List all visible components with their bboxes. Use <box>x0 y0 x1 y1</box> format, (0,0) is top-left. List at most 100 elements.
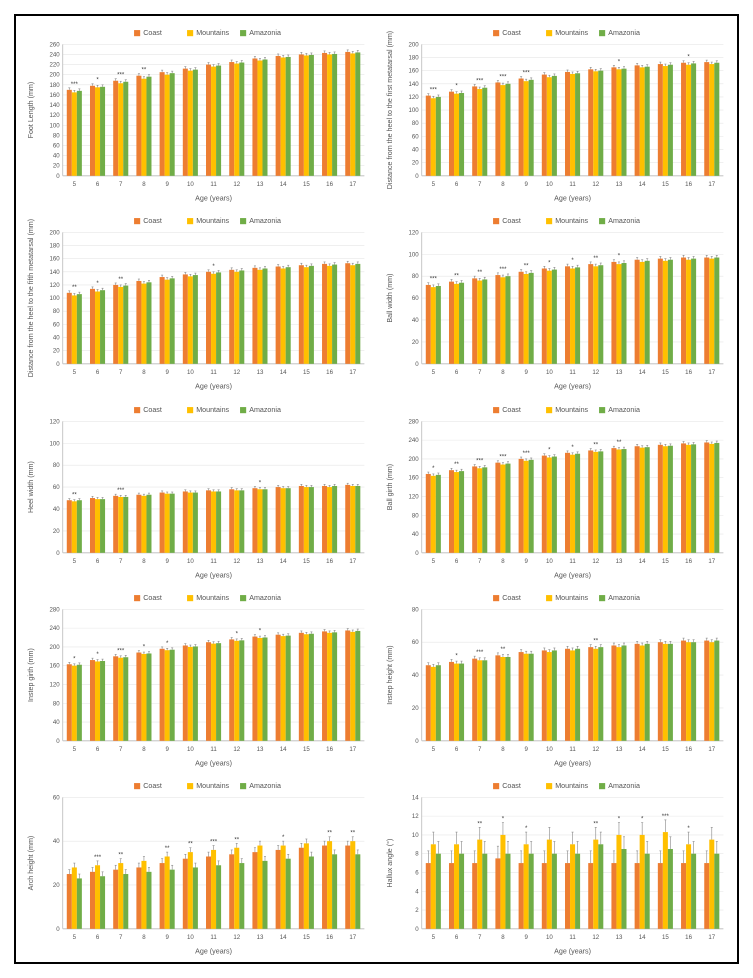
svg-text:*: * <box>548 446 551 453</box>
svg-text:180: 180 <box>49 82 60 89</box>
svg-text:Coast: Coast <box>143 29 162 37</box>
svg-text:15: 15 <box>661 558 668 565</box>
svg-text:4: 4 <box>415 889 419 896</box>
svg-text:Coast: Coast <box>502 218 521 226</box>
svg-text:40: 40 <box>411 317 418 324</box>
svg-text:Age (years): Age (years) <box>195 571 232 579</box>
svg-text:20: 20 <box>411 160 418 167</box>
svg-text:140: 140 <box>49 269 60 276</box>
svg-text:120: 120 <box>408 493 419 500</box>
svg-text:Instep girth (mm): Instep girth (mm) <box>27 648 35 702</box>
svg-text:40: 40 <box>411 147 418 154</box>
svg-text:12: 12 <box>233 558 240 565</box>
svg-text:**: ** <box>165 845 170 852</box>
svg-text:***: *** <box>499 453 507 460</box>
svg-text:120: 120 <box>408 230 419 237</box>
svg-text:14: 14 <box>280 746 287 753</box>
svg-text:5: 5 <box>431 369 435 376</box>
svg-text:160: 160 <box>49 663 60 670</box>
svg-text:6: 6 <box>96 558 100 565</box>
svg-text:Mountains: Mountains <box>196 783 229 791</box>
svg-text:Mountains: Mountains <box>555 406 588 414</box>
svg-text:16: 16 <box>685 746 692 753</box>
svg-text:6: 6 <box>96 934 100 941</box>
svg-text:***: *** <box>476 649 484 656</box>
svg-text:5: 5 <box>431 181 435 188</box>
svg-text:7: 7 <box>119 746 123 753</box>
svg-text:*: * <box>212 263 215 270</box>
svg-text:Age (years): Age (years) <box>195 383 232 391</box>
svg-text:10: 10 <box>187 369 194 376</box>
svg-text:***: *** <box>117 487 125 494</box>
svg-text:11: 11 <box>569 746 576 753</box>
svg-text:14: 14 <box>280 369 287 376</box>
svg-text:40: 40 <box>53 719 60 726</box>
svg-text:6: 6 <box>96 369 100 376</box>
svg-text:14: 14 <box>638 934 645 941</box>
svg-text:200: 200 <box>49 644 60 651</box>
svg-text:17: 17 <box>708 181 715 188</box>
svg-text:280: 280 <box>49 606 60 613</box>
chart-grid-frame: 0204060801001201401601802002202402605***… <box>14 14 739 964</box>
svg-text:*: * <box>571 257 574 264</box>
svg-text:Coast: Coast <box>502 406 521 414</box>
svg-text:100: 100 <box>49 295 60 302</box>
svg-text:12: 12 <box>592 369 599 376</box>
svg-text:5: 5 <box>431 746 435 753</box>
svg-text:*: * <box>617 253 620 260</box>
svg-text:*: * <box>687 825 690 832</box>
chart-ball-width: 0204060801001205***6**7**8***9**10*11*12… <box>383 214 730 392</box>
svg-text:15: 15 <box>661 934 668 941</box>
svg-text:13: 13 <box>257 746 264 753</box>
svg-text:*: * <box>282 835 285 842</box>
svg-text:15: 15 <box>661 746 668 753</box>
svg-text:12: 12 <box>592 934 599 941</box>
svg-text:*: * <box>571 444 574 451</box>
svg-text:10: 10 <box>545 369 552 376</box>
svg-text:9: 9 <box>165 746 169 753</box>
svg-text:40: 40 <box>411 531 418 538</box>
svg-text:200: 200 <box>408 456 419 463</box>
svg-text:**: ** <box>593 441 598 448</box>
svg-text:Amazonia: Amazonia <box>608 218 640 226</box>
svg-text:Amazonia: Amazonia <box>608 783 640 791</box>
svg-text:8: 8 <box>501 181 505 188</box>
svg-text:***: *** <box>117 72 125 79</box>
svg-text:240: 240 <box>408 437 419 444</box>
svg-text:9: 9 <box>165 934 169 941</box>
svg-text:17: 17 <box>349 746 356 753</box>
svg-text:20: 20 <box>53 163 60 170</box>
svg-text:100: 100 <box>408 107 419 114</box>
svg-text:12: 12 <box>233 746 240 753</box>
svg-text:20: 20 <box>411 705 418 712</box>
svg-text:14: 14 <box>411 795 418 802</box>
svg-text:180: 180 <box>49 243 60 250</box>
svg-text:Arch height (mm): Arch height (mm) <box>27 836 35 891</box>
svg-text:16: 16 <box>326 934 333 941</box>
svg-text:120: 120 <box>49 418 60 425</box>
svg-text:*: * <box>501 816 504 823</box>
svg-text:120: 120 <box>49 682 60 689</box>
svg-text:0: 0 <box>56 926 60 933</box>
svg-text:120: 120 <box>49 282 60 289</box>
svg-text:Age (years): Age (years) <box>195 759 232 767</box>
svg-text:12: 12 <box>592 181 599 188</box>
svg-text:16: 16 <box>685 181 692 188</box>
svg-text:Age (years): Age (years) <box>554 948 591 956</box>
svg-text:80: 80 <box>411 512 418 519</box>
svg-text:15: 15 <box>661 181 668 188</box>
svg-text:5: 5 <box>73 746 77 753</box>
svg-text:***: *** <box>71 81 79 88</box>
svg-text:240: 240 <box>49 625 60 632</box>
svg-text:9: 9 <box>524 746 528 753</box>
svg-text:140: 140 <box>49 102 60 109</box>
svg-text:Ball girth (mm): Ball girth (mm) <box>386 464 394 510</box>
svg-text:17: 17 <box>349 369 356 376</box>
svg-text:Mountains: Mountains <box>555 783 588 791</box>
svg-text:**: ** <box>454 461 459 468</box>
svg-text:*: * <box>617 816 620 823</box>
svg-text:**: ** <box>593 255 598 262</box>
svg-text:9: 9 <box>524 558 528 565</box>
svg-text:7: 7 <box>478 181 482 188</box>
svg-text:11: 11 <box>569 934 576 941</box>
